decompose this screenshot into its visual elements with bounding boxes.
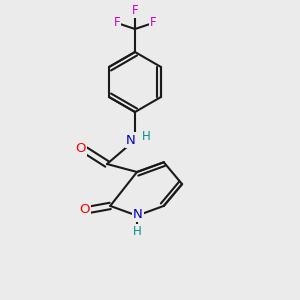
- Text: H: H: [142, 130, 151, 143]
- Text: O: O: [79, 203, 89, 216]
- Text: N: N: [126, 134, 136, 146]
- Text: N: N: [133, 208, 143, 221]
- Text: O: O: [76, 142, 86, 154]
- Text: F: F: [132, 4, 138, 17]
- Text: H: H: [133, 225, 142, 238]
- Text: F: F: [114, 16, 120, 29]
- Text: F: F: [150, 16, 156, 29]
